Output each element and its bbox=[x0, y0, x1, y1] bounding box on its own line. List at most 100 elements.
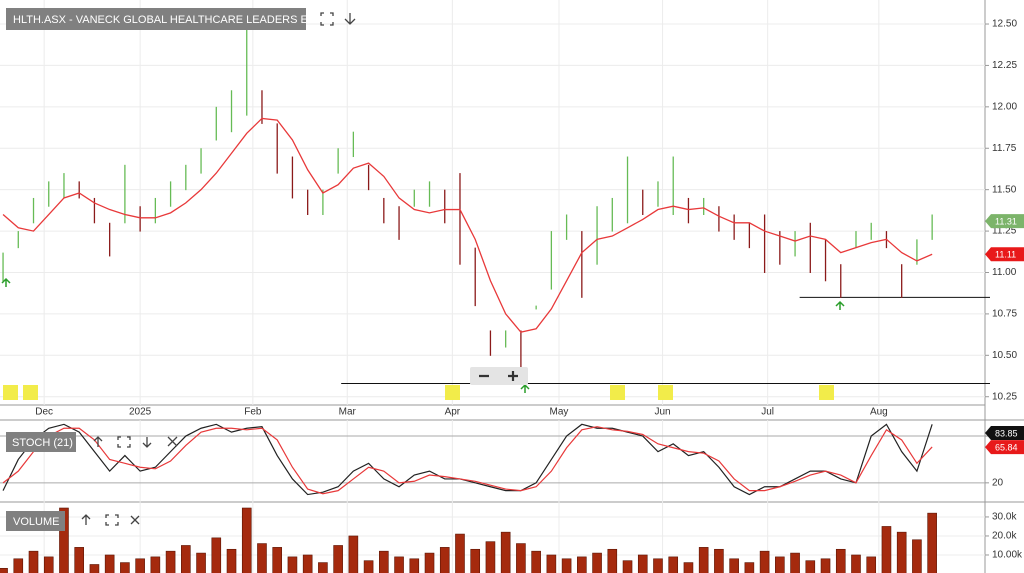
volume-bar bbox=[744, 562, 755, 573]
volume-bar bbox=[592, 552, 602, 573]
volume-bar bbox=[790, 552, 800, 573]
fullscreen-icon[interactable] bbox=[117, 436, 131, 448]
panel-title: STOCH (21) bbox=[12, 437, 73, 449]
volume-bar bbox=[866, 556, 877, 573]
volume-bar bbox=[89, 564, 100, 573]
volume-bar bbox=[622, 560, 633, 573]
badge-label: 83.85 bbox=[995, 428, 1018, 438]
download-icon[interactable] bbox=[344, 13, 356, 25]
up-icon[interactable] bbox=[93, 436, 103, 447]
title-box bbox=[6, 8, 306, 30]
value-badge bbox=[985, 214, 1024, 229]
volume-bar bbox=[150, 556, 161, 573]
volume-bar bbox=[59, 507, 69, 573]
volume-bar bbox=[835, 548, 846, 573]
volume-bar bbox=[485, 541, 496, 573]
volume-bar bbox=[820, 558, 831, 573]
volume-bar bbox=[714, 548, 724, 573]
volume-bar bbox=[927, 512, 937, 573]
volume-bar bbox=[668, 556, 679, 573]
volume-bar bbox=[333, 545, 343, 573]
volume-bar bbox=[516, 543, 526, 573]
badge-label: 11.11 bbox=[995, 250, 1016, 260]
close-icon[interactable] bbox=[130, 515, 140, 525]
toolbar[interactable] bbox=[320, 12, 356, 26]
volume-bar bbox=[165, 550, 176, 573]
volume-bar bbox=[43, 556, 54, 573]
volume-bar bbox=[455, 533, 465, 573]
volume-bar bbox=[637, 554, 648, 573]
volume-bar bbox=[561, 558, 572, 573]
pencil-marker[interactable] bbox=[610, 385, 625, 400]
volume-bar bbox=[181, 545, 191, 573]
pencil-marker[interactable] bbox=[445, 385, 460, 400]
volume-bar bbox=[896, 531, 907, 573]
y-tick-label: 12.25 bbox=[992, 60, 1017, 71]
close-icon[interactable] bbox=[167, 436, 178, 447]
x-tick-label: May bbox=[550, 407, 569, 418]
volume-bar bbox=[226, 548, 237, 573]
volume-bar bbox=[409, 558, 420, 573]
signal-arrow bbox=[835, 300, 845, 310]
x-tick-label: Jun bbox=[654, 407, 670, 418]
toolbar[interactable] bbox=[93, 436, 178, 448]
volume-bar bbox=[531, 550, 541, 573]
x-tick-label: 2025 bbox=[129, 407, 152, 418]
up-icon[interactable] bbox=[81, 514, 91, 525]
volume-bar bbox=[851, 554, 861, 573]
x-tick-label: Jul bbox=[761, 407, 774, 418]
fullscreen-icon[interactable] bbox=[320, 12, 334, 26]
volume-bar bbox=[683, 562, 694, 573]
y-tick-label: 11.25 bbox=[992, 226, 1017, 237]
zoom-buttons[interactable] bbox=[479, 371, 518, 381]
volume-bar bbox=[363, 560, 374, 573]
signal-arrows bbox=[1, 277, 845, 393]
volume-bar bbox=[500, 531, 511, 573]
x-tick-label: Apr bbox=[445, 407, 461, 418]
signal-arrow bbox=[1, 277, 11, 287]
volume-bar bbox=[272, 547, 283, 573]
title-box bbox=[6, 432, 76, 452]
y-tick-label: 10.25 bbox=[992, 391, 1017, 402]
volume-bar bbox=[424, 552, 435, 573]
toolbar[interactable] bbox=[81, 514, 140, 526]
zoom-control[interactable] bbox=[470, 367, 528, 385]
volume-bar bbox=[13, 558, 24, 573]
pencil-marker[interactable] bbox=[819, 385, 834, 400]
x-tick-label: Dec bbox=[35, 407, 53, 418]
annotations bbox=[1, 277, 845, 400]
volume-bar bbox=[805, 560, 816, 573]
volume-bar bbox=[759, 550, 770, 573]
y-tick-label: 20 bbox=[992, 477, 1004, 488]
volume-bar bbox=[439, 547, 450, 573]
y-tick-label: 10.50 bbox=[992, 350, 1017, 361]
volume-bar bbox=[607, 548, 618, 573]
volume-bar bbox=[211, 537, 222, 573]
volume-bar bbox=[0, 567, 8, 573]
pencil-markers[interactable] bbox=[3, 385, 834, 400]
moving-average bbox=[2, 117, 933, 333]
volume-bar bbox=[729, 558, 739, 573]
volume-bar bbox=[394, 556, 404, 573]
stoch-line bbox=[2, 423, 933, 496]
y-tick-label: 30.0k bbox=[992, 512, 1017, 523]
volume-bar bbox=[881, 526, 892, 573]
badge-label: 11.31 bbox=[995, 217, 1017, 227]
chart-title: HLTH.ASX - VANECK GLOBAL HEALTHCARE LEAD… bbox=[13, 14, 322, 26]
down-icon[interactable] bbox=[142, 437, 152, 448]
signal-arrow bbox=[520, 383, 530, 393]
fullscreen-icon[interactable] bbox=[105, 514, 119, 526]
pencil-marker[interactable] bbox=[3, 385, 18, 400]
volume-bar bbox=[196, 552, 206, 573]
volume-bar bbox=[348, 535, 359, 573]
volume-bar bbox=[241, 507, 252, 573]
x-tick-label: Mar bbox=[339, 407, 357, 418]
pencil-marker[interactable] bbox=[658, 385, 673, 400]
pencil-marker[interactable] bbox=[23, 385, 38, 400]
y-tick-label: 10.75 bbox=[992, 309, 1017, 320]
volume-bar bbox=[379, 550, 389, 573]
badge-label: 65.84 bbox=[995, 442, 1018, 452]
x-tick-label: Feb bbox=[244, 407, 262, 418]
volume-bar bbox=[120, 562, 130, 573]
volume-bar bbox=[74, 547, 85, 573]
